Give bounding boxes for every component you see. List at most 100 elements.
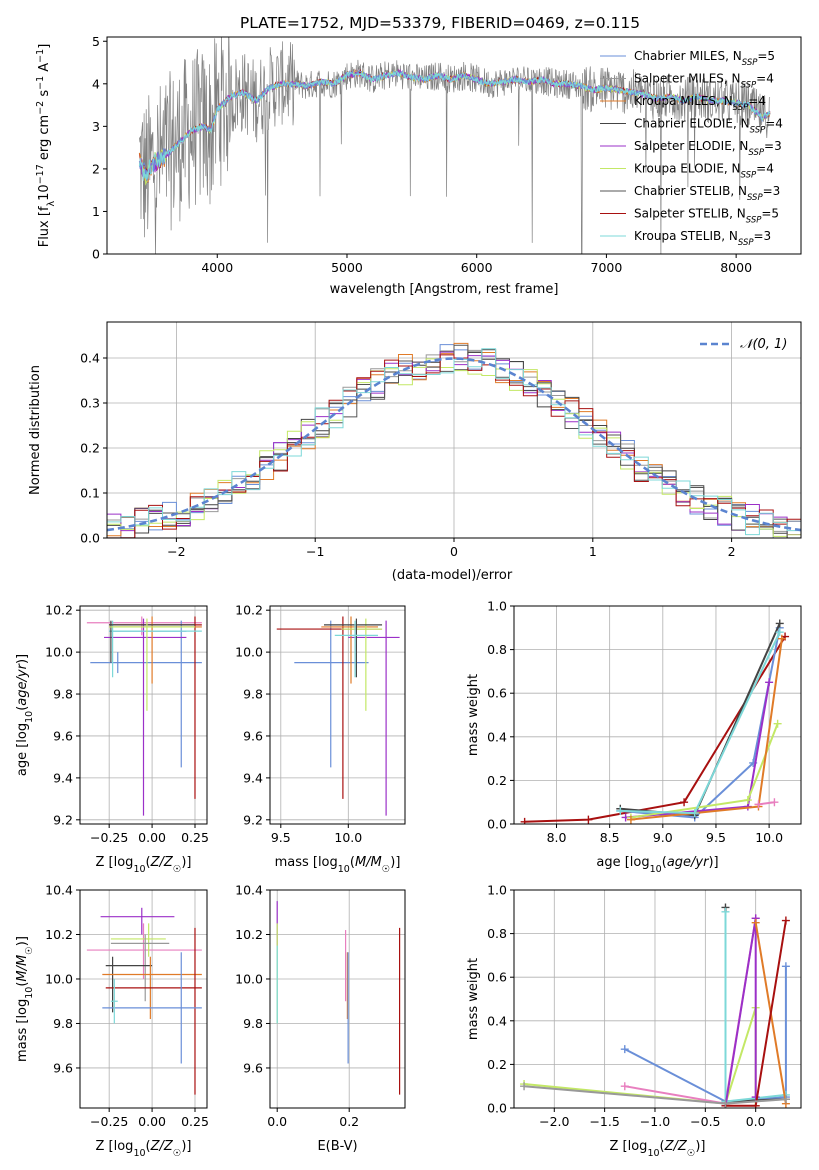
x-tick-label: 0.0 xyxy=(267,1114,287,1129)
weight-series-line xyxy=(624,918,757,1105)
model-series-line xyxy=(138,70,771,181)
figure-title: PLATE=1752, MJD=53379, FIBERID=0469, z=0… xyxy=(240,14,640,32)
legend-entry: Salpeter STELIB, NSSP=5 xyxy=(634,207,779,226)
x-tick-label: 4000 xyxy=(201,260,233,275)
x-axis-label: Z [log10(Z/Z☉)] xyxy=(96,855,192,875)
y-tick-label: 10.0 xyxy=(45,645,73,660)
y-tick-label: 9.4 xyxy=(53,770,73,785)
weight-marker xyxy=(781,1095,790,1104)
x-tick-label: 6000 xyxy=(461,260,493,275)
weight-marker xyxy=(781,962,790,971)
age-vs-mass-chart: 9.5 10.0 9.2 9.4 9.6 9.8 10.0 10.2 mass [log10(M… xyxy=(235,603,406,875)
y-tick-label: 1.0 xyxy=(487,599,507,614)
y-tick-label: 0.0 xyxy=(487,1101,507,1116)
weight-marker xyxy=(751,1101,760,1108)
y-tick-label: 0.0 xyxy=(487,817,507,832)
weight-marker xyxy=(781,916,790,925)
x-axis-label: (data-model)/error xyxy=(392,568,513,583)
x-axis-label: Z [log10(Z/Z☉)] xyxy=(96,1139,192,1159)
y-tick-label: 1 xyxy=(92,204,100,219)
y-axis-label: Flux [fλ10−17 erg cm−2 s−1 A−1] xyxy=(35,44,57,248)
weight-marker xyxy=(721,1099,730,1108)
y-tick-label: 9.8 xyxy=(53,1016,73,1031)
x-tick-label: −0.25 xyxy=(90,830,128,845)
x-axis-label: Z [log10(Z/Z☉)] xyxy=(610,1139,706,1159)
y-tick-label: 9.6 xyxy=(53,1060,73,1075)
y-tick-label: 1.0 xyxy=(487,883,507,898)
weight-marker xyxy=(616,806,625,815)
axes-frame xyxy=(513,889,802,1109)
x-tick-label: 8000 xyxy=(720,260,752,275)
y-tick-label: 5 xyxy=(92,34,100,49)
axes-frame xyxy=(513,605,802,825)
y-tick-label: 0.4 xyxy=(487,729,507,744)
axes-frame xyxy=(106,36,802,255)
residuals-chart: −2 −1 0 1 2 0.0 0.1 0.2 0.3 0.4 (data-model)/error… xyxy=(28,321,802,583)
x-tick-label: 0.25 xyxy=(181,830,209,845)
x-tick-label: 9.5 xyxy=(706,830,726,845)
x-tick-label: 1 xyxy=(589,544,597,559)
y-tick-label: 2 xyxy=(92,161,100,176)
y-tick-label: 3 xyxy=(92,119,100,134)
weight-series-line xyxy=(524,635,786,823)
mass-vs-Z-chart: −0.25 0.00 0.25 9.6 9.8 10.0 10.2 10.4 Z [log10(… xyxy=(15,883,209,1159)
x-axis-label: age [log10(age/yr)] xyxy=(596,855,718,875)
x-tick-label: −1.5 xyxy=(589,1114,619,1129)
x-tick-label: 7000 xyxy=(591,260,623,275)
mass-vs-EBV-chart: 0.0 0.2 9.6 9.8 10.0 10.2 10.4 E(B-V) xyxy=(235,883,406,1154)
x-tick-label: 0.00 xyxy=(138,1114,166,1129)
legend-entry: 𝒩(0, 1) xyxy=(740,337,787,352)
x-axis-label: mass [log10(M/M☉)] xyxy=(275,855,401,875)
y-tick-label: 9.6 xyxy=(243,1060,263,1075)
weight-marker xyxy=(777,634,786,643)
weight-marker xyxy=(520,1082,529,1091)
y-tick-label: 0.6 xyxy=(487,970,507,985)
y-tick-label: 0.4 xyxy=(487,1013,507,1028)
axes-frame xyxy=(106,321,802,539)
weight-vs-Z-chart: −2.0 −1.5 −1.0 −0.5 0.0 0.0 0.2 0.4 0.6 0.8 1.0 Z [… xyxy=(466,883,802,1159)
y-tick-label: 10.0 xyxy=(45,971,73,986)
y-tick-label: 10.2 xyxy=(235,603,263,618)
x-tick-label: −1 xyxy=(306,544,324,559)
weight-marker xyxy=(620,1045,629,1054)
x-tick-label: −2 xyxy=(167,544,185,559)
y-tick-label: 9.2 xyxy=(53,812,73,827)
y-axis-label: Normed distribution xyxy=(28,365,43,495)
weight-series-line xyxy=(724,918,757,1106)
y-tick-label: 10.2 xyxy=(45,927,73,942)
weight-series-line xyxy=(620,631,781,815)
weight-marker xyxy=(626,815,635,824)
errorbar-plot-area xyxy=(276,901,401,1095)
x-tick-label: 9.5 xyxy=(271,830,291,845)
weight-marker xyxy=(754,800,763,809)
x-tick-label: 9.0 xyxy=(653,830,673,845)
y-tick-label: 9.4 xyxy=(243,770,263,785)
y-tick-label: 0.0 xyxy=(80,531,100,546)
legend-entry: Chabrier STELIB, NSSP=3 xyxy=(634,184,780,203)
x-tick-label: 0.25 xyxy=(181,1114,209,1129)
weight-plot-area xyxy=(520,903,790,1108)
residuals-plot-area xyxy=(107,342,801,538)
y-tick-label: 10.2 xyxy=(45,603,73,618)
weight-series-line xyxy=(620,622,781,817)
histogram-series xyxy=(107,348,801,538)
weight-vs-age-chart: 8.0 8.5 9.0 9.5 10.0 0.0 0.2 0.4 0.6 0.8 1.0 age [l… xyxy=(466,599,802,875)
weight-marker xyxy=(690,809,699,818)
y-tick-label: 0.1 xyxy=(80,486,100,501)
legend-entry: Chabrier MILES, NSSP=5 xyxy=(634,49,775,68)
x-axis-label: wavelength [Angstrom, rest frame] xyxy=(330,282,559,297)
errorbar-plot-area xyxy=(86,907,202,1095)
weight-marker xyxy=(775,619,784,628)
y-tick-label: 0.3 xyxy=(80,396,100,411)
age-vs-Z-chart: −0.25 0.00 0.25 9.2 9.4 9.6 9.8 10.0 10.2 Z [log1… xyxy=(15,603,209,875)
y-tick-label: 0 xyxy=(92,247,100,262)
y-tick-label: 0.2 xyxy=(487,773,507,788)
legend-entry: Kroupa STELIB, NSSP=3 xyxy=(634,229,771,248)
y-tick-label: 0.2 xyxy=(80,441,100,456)
axes-frame xyxy=(79,889,208,1109)
y-tick-label: 10.2 xyxy=(235,927,263,942)
x-tick-label: 8.0 xyxy=(547,830,567,845)
y-tick-label: 9.8 xyxy=(53,687,73,702)
x-tick-label: 2 xyxy=(728,544,736,559)
weight-series-line xyxy=(620,627,781,819)
